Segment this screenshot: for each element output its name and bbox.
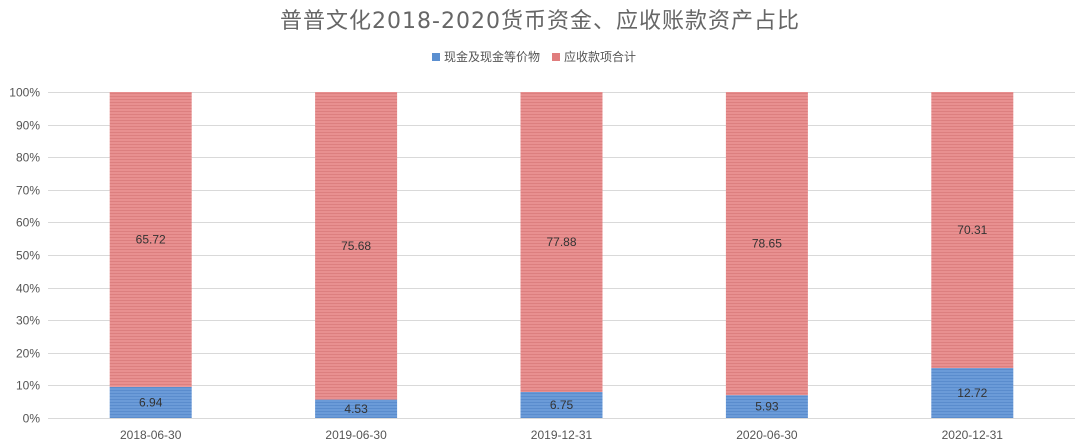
data-label-1-0: 4.53 [344,402,368,416]
y-tick-label: 20% [16,347,40,361]
y-tick-label: 10% [16,379,40,393]
data-label-3-0: 5.93 [755,400,779,414]
y-tick-label: 40% [16,282,40,296]
data-label-1-1: 75.68 [341,239,371,253]
bars: 6.94 65.72 4.53 75.68 6.75 77.88 5.93 78.65 12.7… [109,92,1014,418]
x-axis: 2018-06-30 2019-06-30 2019-12-31 2020-06-30… [120,428,1003,442]
bar-segment-0-1 [109,92,192,387]
legend-swatch-0 [432,53,440,61]
x-tick-label: 2018-06-30 [120,428,182,442]
data-label-4-0: 12.72 [957,386,987,400]
y-tick-label: 50% [16,249,40,263]
bar-segment-3-1 [725,92,808,396]
data-label-2-0: 6.75 [550,398,574,412]
data-label-2-1: 77.88 [546,235,576,249]
y-tick-label: 60% [16,216,40,230]
y-tick-label: 0% [23,412,41,426]
data-label-4-1: 70.31 [957,223,987,237]
x-tick-label: 2020-06-30 [736,428,798,442]
y-tick-label: 30% [16,314,40,328]
bar-segment-3-0 [725,395,808,418]
legend: 现金及现金等价物 应收款项合计 [432,49,636,64]
data-label-0-1: 65.72 [136,232,166,246]
y-tick-label: 80% [16,151,40,165]
x-tick-label: 2019-06-30 [325,428,387,442]
x-tick-label: 2019-12-31 [531,428,593,442]
data-label-3-1: 78.65 [752,237,782,251]
data-label-0-0: 6.94 [139,395,163,409]
y-tick-label: 100% [9,86,40,100]
y-tick-label: 90% [16,119,40,133]
x-tick-label: 2020-12-31 [942,428,1004,442]
bar-segment-4-0 [931,368,1014,418]
bar-segment-1-0 [315,399,398,418]
y-tick-label: 70% [16,184,40,198]
legend-label-0: 现金及现金等价物 [444,49,540,64]
legend-swatch-1 [552,53,560,61]
chart-title: 普普文化2018-2020货币资金、应收账款资产占比 [280,9,800,34]
bar-segment-0-0 [109,386,192,418]
bar-segment-4-1 [931,92,1014,369]
y-axis: 0% 10% 20% 30% 40% 50% 60% 70% 80% 90% 100% [9,86,40,426]
bar-segment-2-1 [520,92,603,392]
bar-segment-1-1 [315,92,398,400]
legend-label-1: 应收款项合计 [564,49,636,64]
bar-segment-2-0 [520,391,603,418]
